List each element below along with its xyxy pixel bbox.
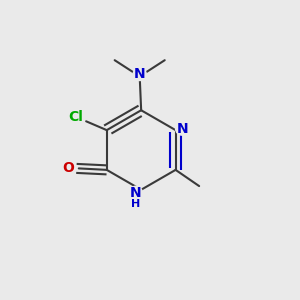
Text: Cl: Cl	[68, 110, 83, 124]
Text: N: N	[176, 122, 188, 136]
Circle shape	[176, 122, 188, 135]
Circle shape	[62, 162, 75, 175]
Text: N: N	[134, 67, 146, 81]
Circle shape	[68, 109, 83, 124]
Text: N: N	[130, 186, 142, 200]
Circle shape	[133, 68, 146, 80]
Text: H: H	[131, 200, 140, 209]
Text: O: O	[62, 161, 74, 176]
Circle shape	[129, 186, 142, 199]
